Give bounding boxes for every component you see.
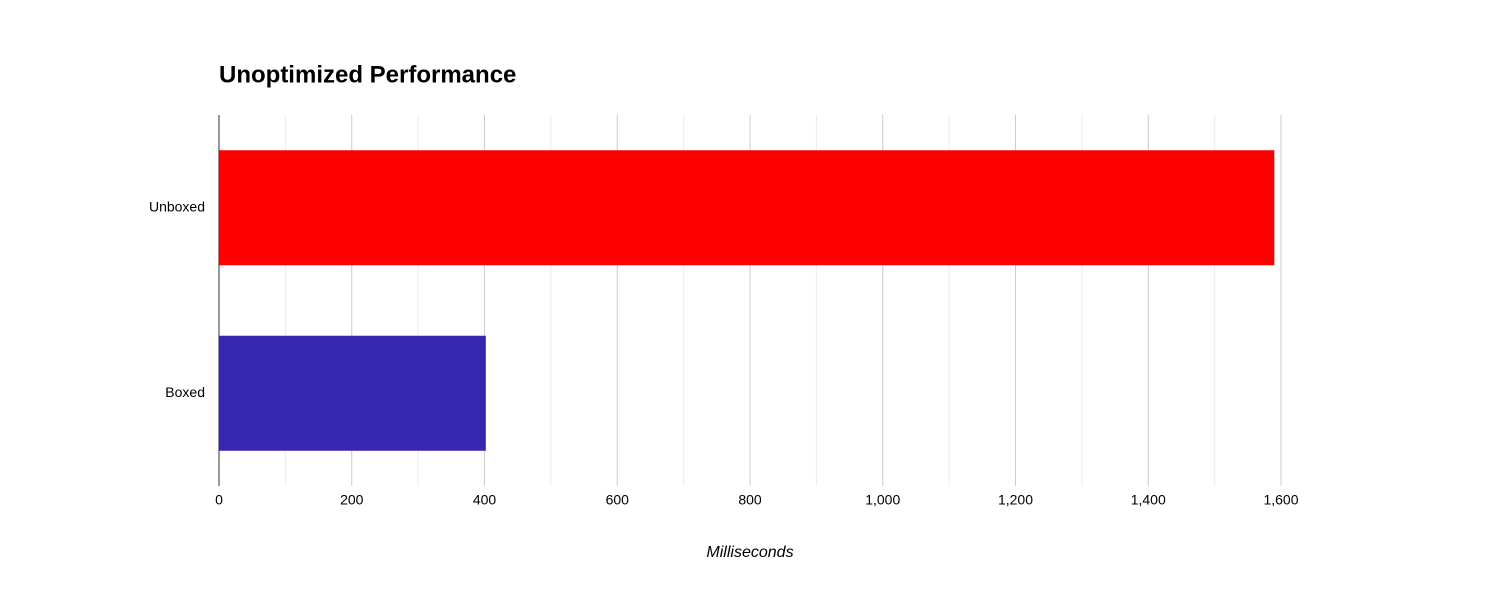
x-tick-label: 1,600 — [1263, 492, 1298, 508]
x-tick-label: 800 — [738, 492, 762, 508]
bar — [219, 335, 486, 451]
x-tick-label: 400 — [473, 492, 497, 508]
y-tick-label: Unboxed — [149, 198, 205, 214]
x-axis-title: Milliseconds — [706, 544, 793, 561]
x-tick-label: 1,200 — [998, 492, 1033, 508]
y-tick-label: Boxed — [165, 384, 205, 400]
x-tick-label: 1,400 — [1131, 492, 1166, 508]
bar — [219, 150, 1275, 266]
x-tick-label: 600 — [606, 492, 630, 508]
x-tick-label: 0 — [215, 492, 223, 508]
x-tick-label: 1,000 — [865, 492, 900, 508]
chart-title: Unoptimized Performance — [219, 61, 516, 88]
x-tick-label: 200 — [340, 492, 364, 508]
